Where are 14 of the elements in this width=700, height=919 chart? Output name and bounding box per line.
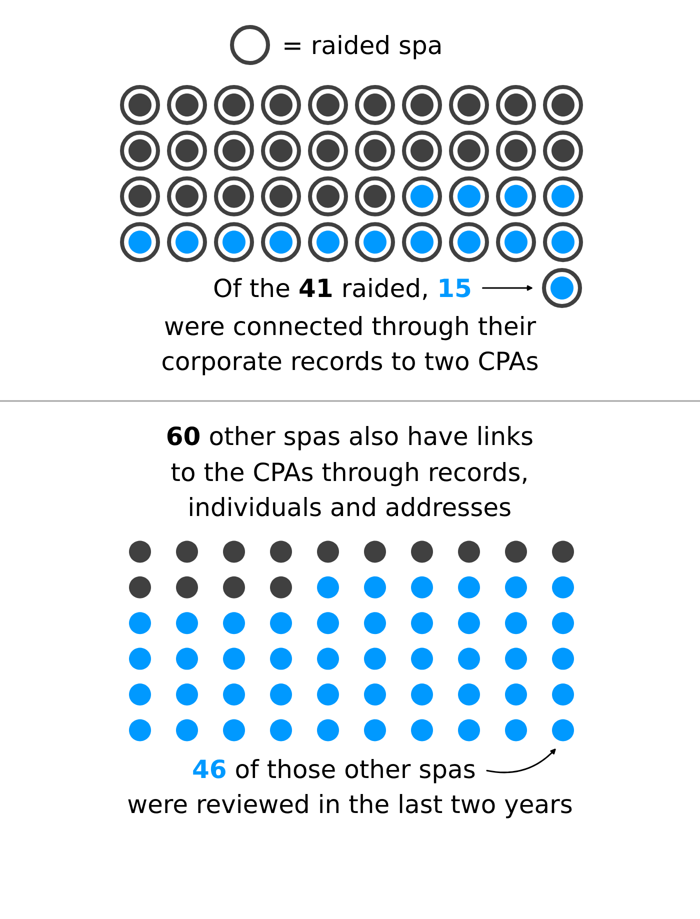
data-label: 15	[440, 278, 470, 298]
data-label: 46	[193, 759, 226, 778]
data-label: 41	[300, 278, 332, 297]
text: to the CPAs through records,	[171, 462, 526, 486]
text: Of the	[214, 278, 290, 298]
text: = raided spa	[284, 35, 440, 60]
text: corporate records to two CPAs	[162, 351, 538, 376]
text: of those other spas	[236, 759, 475, 784]
text: individuals and addresses	[190, 497, 510, 516]
text: raided,	[344, 278, 427, 300]
text: were connected through their	[164, 316, 536, 340]
data-label: 60	[167, 426, 200, 446]
text: were reviewed in the last two years	[128, 794, 572, 818]
text: other spas also have links	[210, 426, 532, 450]
